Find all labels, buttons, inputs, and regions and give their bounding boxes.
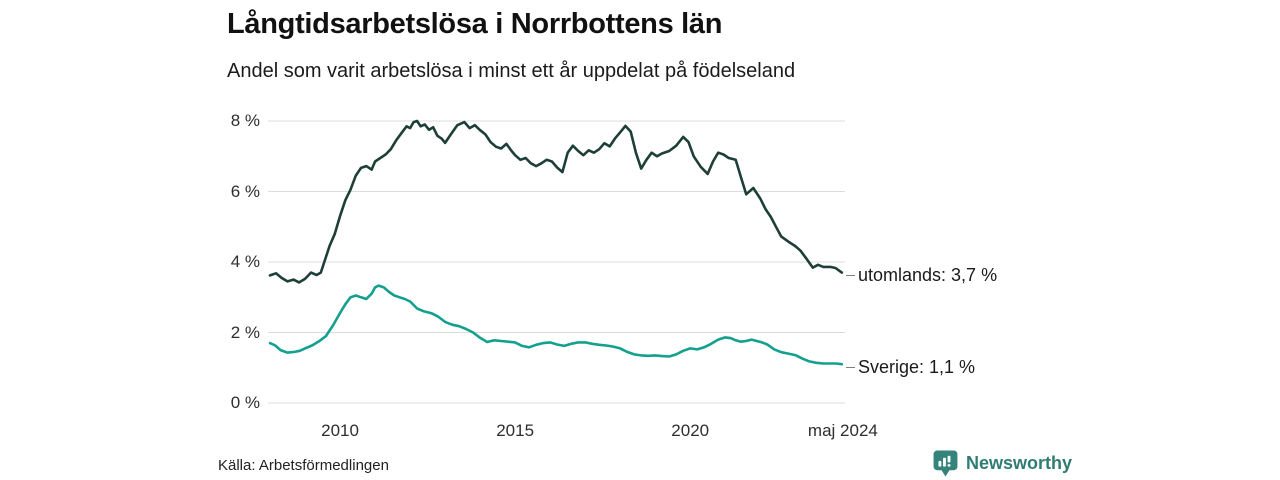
y-tick-label: 6 % bbox=[230, 181, 260, 201]
chart-subtitle: Andel som varit arbetslösa i minst ett å… bbox=[227, 60, 796, 82]
newsworthy-logo: Newsworthy bbox=[933, 450, 1072, 477]
x-tick-label: 2020 bbox=[671, 421, 710, 440]
y-tick-label: 4 % bbox=[230, 252, 260, 271]
y-tick-label: 8 % bbox=[230, 111, 260, 130]
chart-title: Långtidsarbetslösa i Norrbottens län bbox=[227, 8, 723, 40]
y-tick-label: 2 % bbox=[230, 322, 260, 342]
source-note: Källa: Arbetsförmedlingen bbox=[218, 457, 389, 474]
y-tick-label: 0 % bbox=[230, 393, 260, 412]
legend-sverige-label: Sverige: 1,1 % bbox=[858, 356, 976, 377]
leader-dash bbox=[846, 366, 855, 368]
newsworthy-logo-text: Newsworthy bbox=[966, 453, 1073, 473]
legend-sverige: Sverige: 1,1 % bbox=[846, 355, 975, 379]
leader-dash bbox=[846, 275, 855, 277]
x-tick-label: 2015 bbox=[496, 421, 535, 440]
legend-utomlands: utomlands: 3,7 % bbox=[846, 264, 997, 288]
utomlands-line bbox=[268, 119, 844, 284]
Sverige-line bbox=[268, 284, 844, 366]
x-tick-label: 2010 bbox=[321, 421, 359, 440]
legend-utomlands-label: utomlands: 3,7 % bbox=[858, 265, 998, 286]
newsworthy-logo-icon bbox=[933, 450, 958, 477]
x-tick-label: maj 2024 bbox=[807, 421, 878, 440]
